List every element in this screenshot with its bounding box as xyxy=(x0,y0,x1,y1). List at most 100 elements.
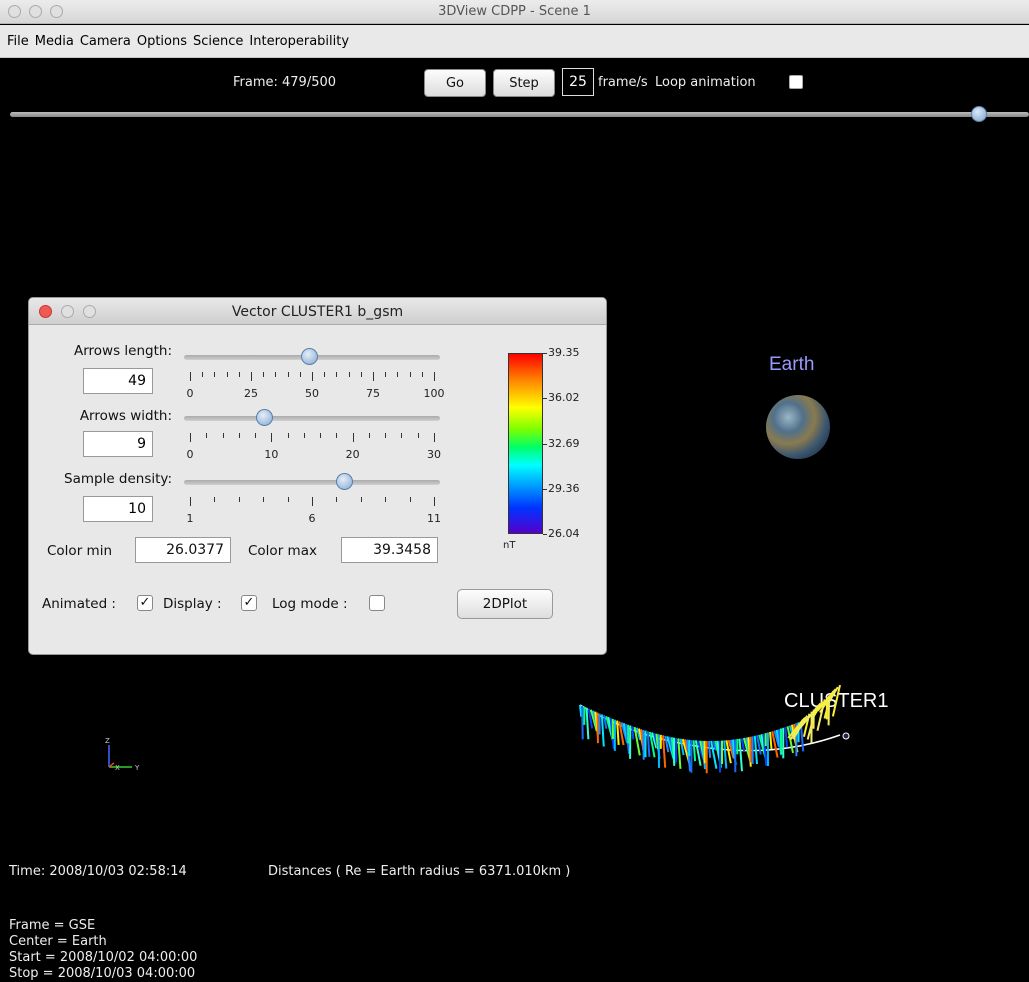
slider-track xyxy=(184,416,440,421)
slider-tick xyxy=(190,497,191,506)
vector-arrow xyxy=(662,735,667,768)
zoom-window-button[interactable] xyxy=(50,5,63,18)
arrows-width-input[interactable]: 9 xyxy=(83,431,153,457)
arrows-length-input[interactable]: 49 xyxy=(83,368,153,394)
frame-slider-thumb[interactable] xyxy=(970,106,987,122)
window-controls xyxy=(8,5,63,18)
colorbar-tick-label: 32.69 xyxy=(548,436,580,450)
colorbar-tick-label: 36.02 xyxy=(548,391,580,405)
vector-arrow xyxy=(648,731,656,758)
slider-tick xyxy=(409,497,411,502)
slider-tick xyxy=(348,372,350,377)
sample-density-slider[interactable]: 1 6 11 xyxy=(184,473,441,535)
vector-arrow xyxy=(762,733,768,766)
axis-z-label: Z xyxy=(105,737,110,745)
sample-density-tick-label: 1 xyxy=(186,512,194,525)
vector-arrow xyxy=(831,685,841,717)
menu-science[interactable]: Science xyxy=(193,33,244,49)
slider-tick xyxy=(352,433,354,442)
colorbar-tick xyxy=(543,534,547,535)
earth-globe[interactable] xyxy=(766,395,830,459)
frame-slider[interactable] xyxy=(10,106,1029,122)
arrows-length-tick-label: 50 xyxy=(305,387,319,400)
color-min-label: Color min xyxy=(47,543,112,559)
vector-arrow xyxy=(694,740,702,766)
display-checkbox[interactable]: ✓ xyxy=(241,595,257,611)
minimize-window-button[interactable] xyxy=(29,5,42,18)
loop-animation-label: Loop animation xyxy=(655,75,756,90)
arrows-length-label: Arrows length: xyxy=(73,343,172,359)
vector-arrow xyxy=(618,721,625,746)
menu-media[interactable]: Media xyxy=(34,33,74,49)
slider-tick xyxy=(226,372,228,377)
slider-tick xyxy=(190,372,191,381)
sample-density-input[interactable]: 10 xyxy=(83,496,153,522)
dialog-zoom-button[interactable] xyxy=(83,305,96,318)
menu-options[interactable]: Options xyxy=(136,33,188,49)
vector-arrow xyxy=(710,740,718,769)
slider-tick xyxy=(385,372,387,377)
slider-tick xyxy=(271,433,273,442)
dialog-close-button[interactable] xyxy=(39,305,52,318)
close-window-button[interactable] xyxy=(8,5,21,18)
color-max-input[interactable]: 39.3458 xyxy=(341,537,438,563)
vector-arrow xyxy=(738,738,743,772)
color-min-input[interactable]: 26.0377 xyxy=(135,537,231,563)
menu-camera[interactable]: Camera xyxy=(79,33,131,49)
colorbar-tick xyxy=(543,398,547,400)
vector-arrow xyxy=(740,738,746,752)
vector-arrow xyxy=(633,726,641,756)
vector-arrow xyxy=(692,740,697,762)
slider-tick xyxy=(190,433,191,442)
vector-arrow xyxy=(786,726,794,754)
start-line: Start = 2008/10/02 04:00:00 xyxy=(9,950,198,965)
go-button[interactable]: Go xyxy=(424,69,486,97)
frame-counter: Frame: 479/500 xyxy=(233,75,337,90)
slider-tick xyxy=(255,433,257,438)
slider-tick xyxy=(275,372,277,377)
2dplot-button[interactable]: 2DPlot xyxy=(457,589,553,619)
slider-tick xyxy=(360,497,362,502)
slider-thumb[interactable] xyxy=(336,473,353,490)
colorbar xyxy=(508,353,543,534)
axes-triad: Z X Y xyxy=(105,737,140,772)
distances-readout: Distances ( Re = Earth radius = 6371.010… xyxy=(268,864,571,879)
slider-tick xyxy=(312,372,313,381)
vector-arrow xyxy=(651,732,658,749)
step-button[interactable]: Step xyxy=(493,69,555,97)
vector-arrow xyxy=(603,715,608,729)
slider-tick xyxy=(417,433,419,438)
animated-checkbox[interactable]: ✓ xyxy=(137,595,153,611)
slider-tick xyxy=(320,433,322,438)
slider-tick xyxy=(251,372,252,381)
arrows-width-slider[interactable]: 0 10 20 30 xyxy=(184,409,441,471)
arrows-length-tick-label: 25 xyxy=(244,387,258,400)
vector-arrow xyxy=(799,702,822,729)
colorbar-tick xyxy=(543,353,547,354)
loop-animation-checkbox[interactable] xyxy=(789,75,803,89)
slider-thumb[interactable] xyxy=(256,409,273,426)
fps-input[interactable]: 25 xyxy=(562,68,594,96)
slider-tick xyxy=(287,497,289,502)
slider-track xyxy=(184,480,440,485)
dialog-minimize-button[interactable] xyxy=(61,305,74,318)
vector-arrow xyxy=(816,688,837,712)
vector-arrow xyxy=(712,740,717,751)
vector-arrow xyxy=(585,707,590,740)
vector-arrow xyxy=(655,733,660,750)
menu-file[interactable]: File xyxy=(7,33,29,49)
arrows-length-tick-label: 0 xyxy=(186,387,194,400)
colorbar-tick-label: 29.36 xyxy=(548,481,580,495)
slider-tick xyxy=(434,372,435,381)
slider-thumb[interactable] xyxy=(301,348,318,365)
fps-unit-label: frame/s xyxy=(598,75,648,90)
vector-arrow xyxy=(697,740,705,760)
menu-interoperability[interactable]: Interoperability xyxy=(249,33,350,49)
colorbar-tick xyxy=(543,443,547,445)
log-mode-checkbox[interactable] xyxy=(369,595,385,611)
slider-tick xyxy=(263,372,265,377)
vector-arrow xyxy=(664,735,670,753)
vector-arrow xyxy=(600,714,605,747)
arrows-length-slider[interactable]: 0 25 50 75 100 xyxy=(184,348,445,410)
colorbar-unit: nT xyxy=(503,540,516,551)
